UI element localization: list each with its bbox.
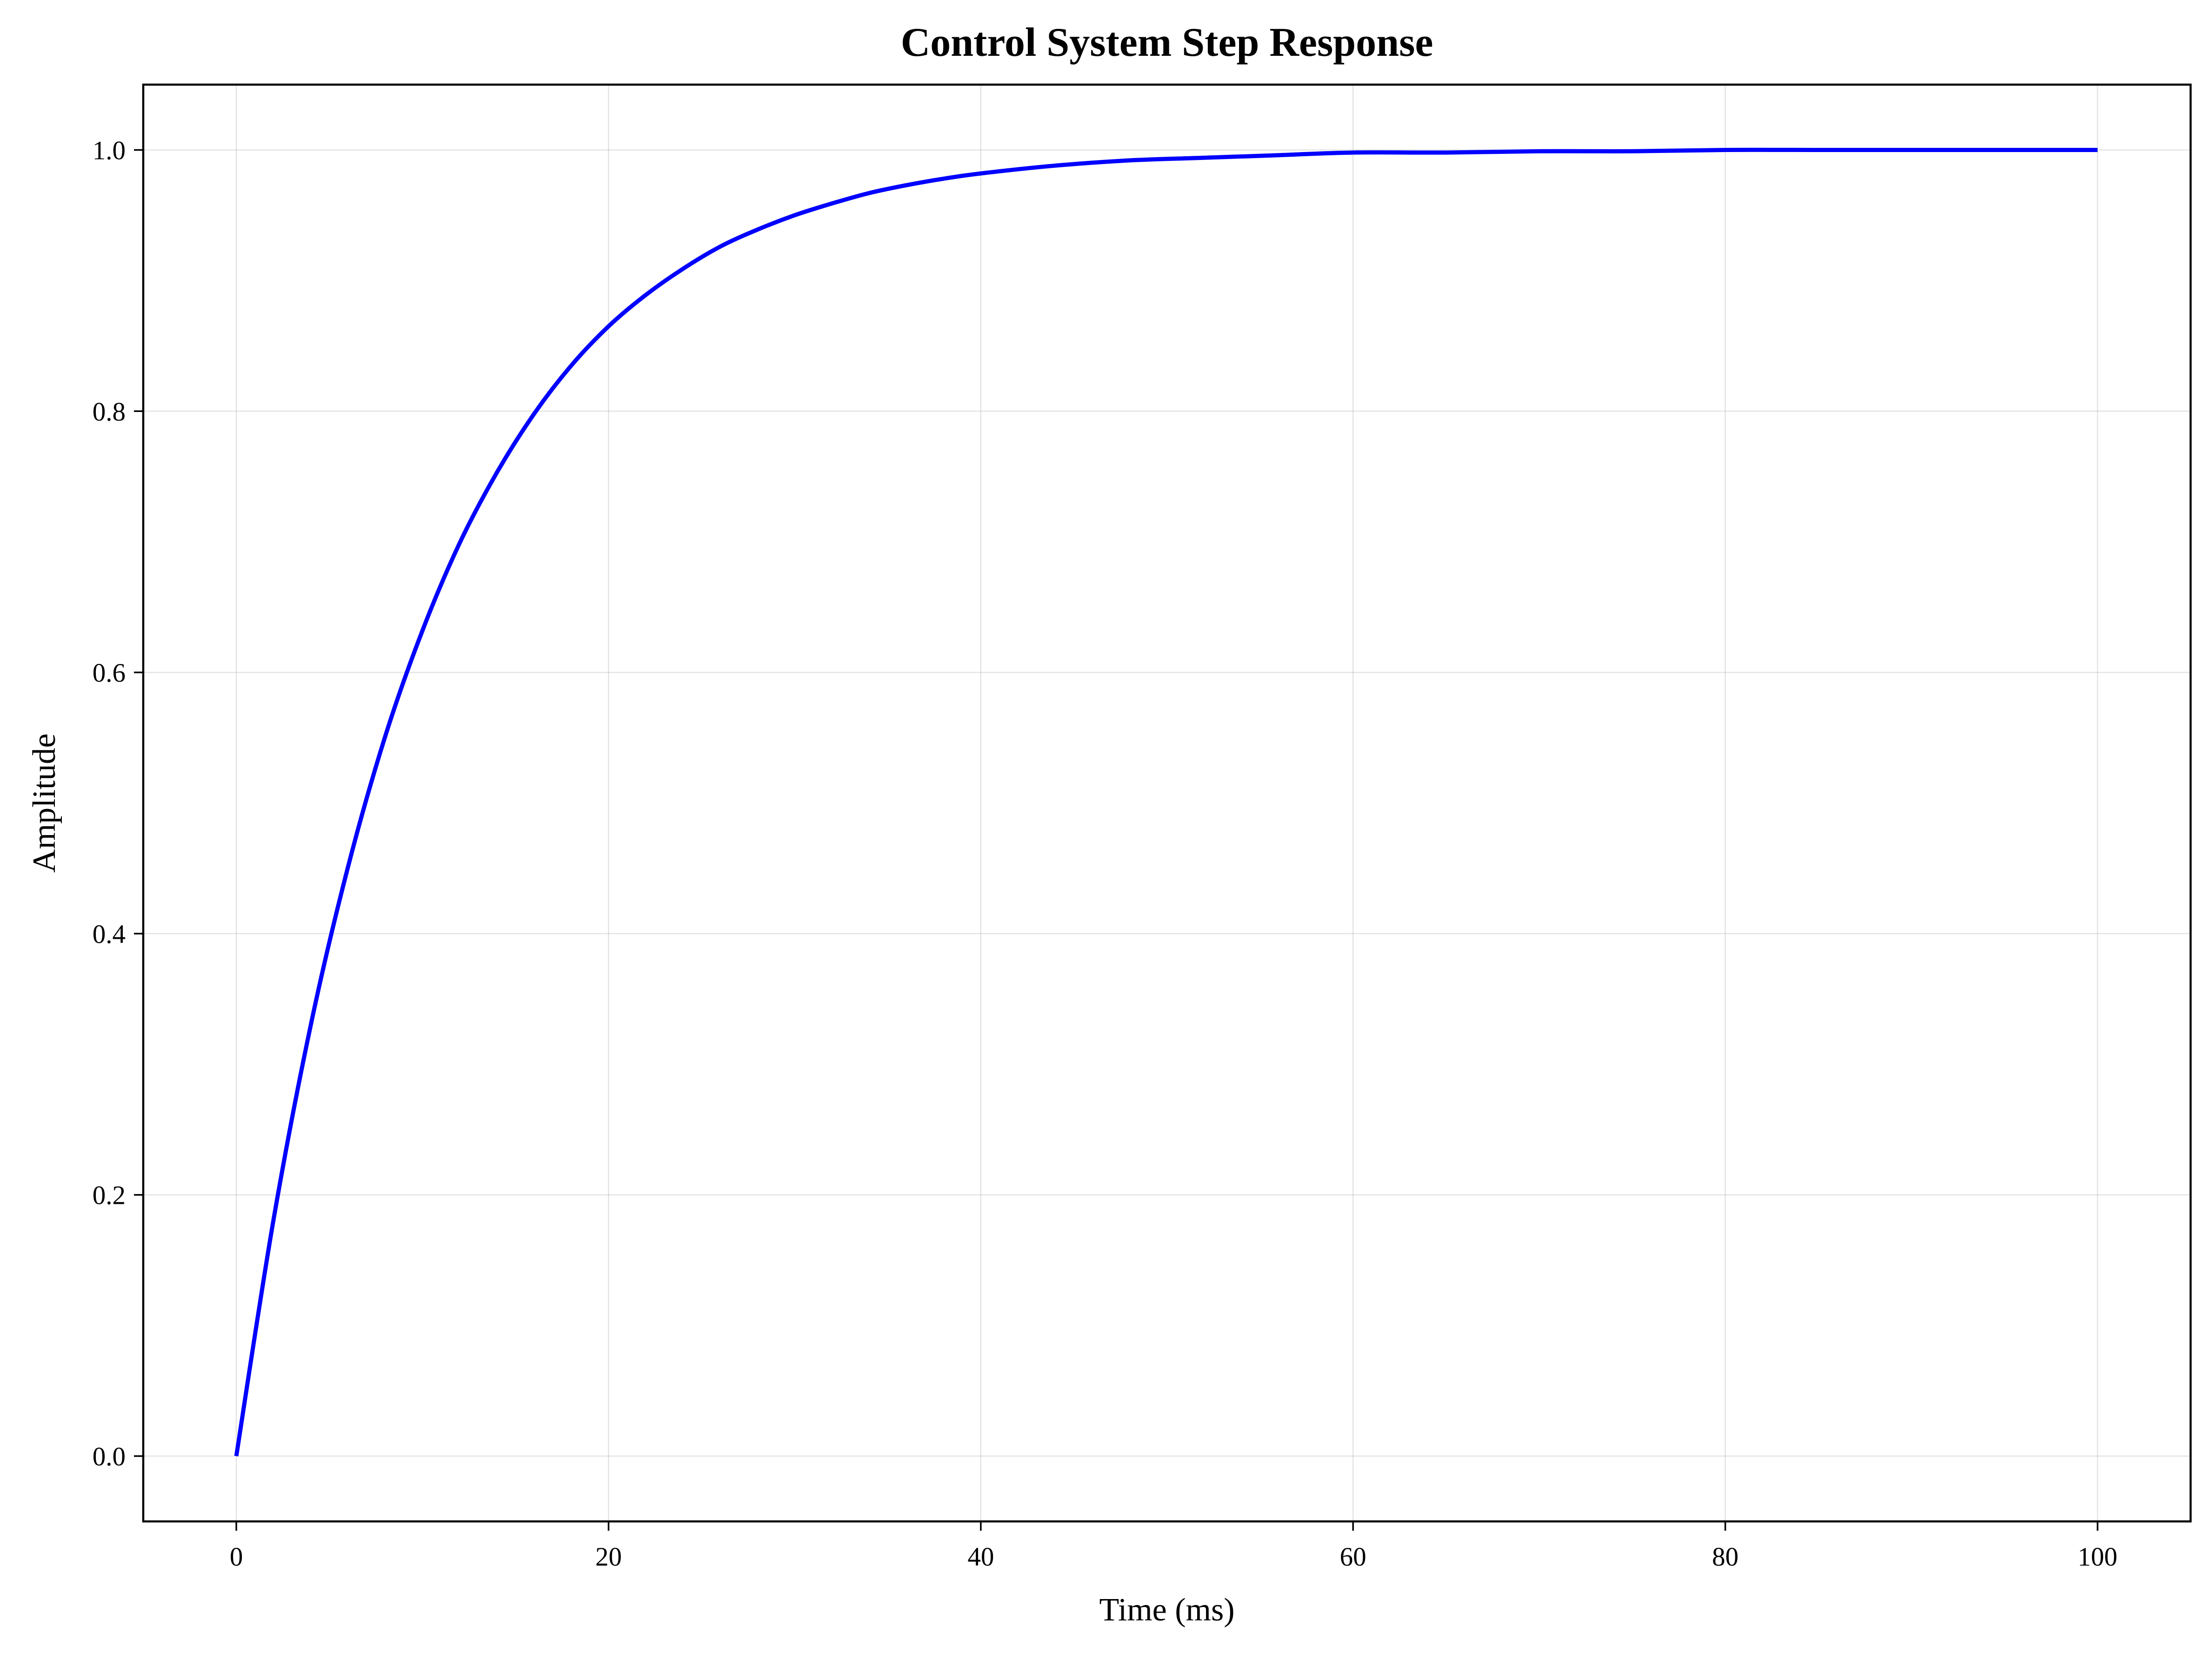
x-tick-label: 80 <box>1712 1542 1739 1572</box>
chart-title: Control System Step Response <box>901 20 1433 65</box>
x-tick-label: 0 <box>230 1542 243 1572</box>
y-tick-label: 0.0 <box>93 1442 126 1472</box>
x-axis: 0 20 40 60 80 100 <box>230 1521 2118 1572</box>
step-response-line <box>234 147 2098 1457</box>
y-axis-label: Amplitude <box>27 733 62 872</box>
y-tick-label: 0.4 <box>93 920 126 949</box>
plot-frame <box>142 83 2192 1523</box>
x-tick-label: 60 <box>1340 1542 1366 1572</box>
grid-layer <box>143 85 2191 1521</box>
y-tick-label: 0.6 <box>93 658 126 688</box>
x-tick-label: 100 <box>2078 1542 2118 1572</box>
y-tick-label: 1.0 <box>93 136 126 165</box>
series-layer <box>234 147 2098 1457</box>
x-axis-label: Time (ms) <box>1099 1592 1234 1628</box>
y-tick-label: 0.8 <box>93 397 126 426</box>
y-axis: 0.0 0.2 0.4 0.6 0.8 1.0 <box>93 136 143 1472</box>
x-tick-label: 40 <box>967 1542 994 1572</box>
x-tick-label: 20 <box>595 1542 622 1572</box>
y-tick-label: 0.2 <box>93 1181 126 1210</box>
